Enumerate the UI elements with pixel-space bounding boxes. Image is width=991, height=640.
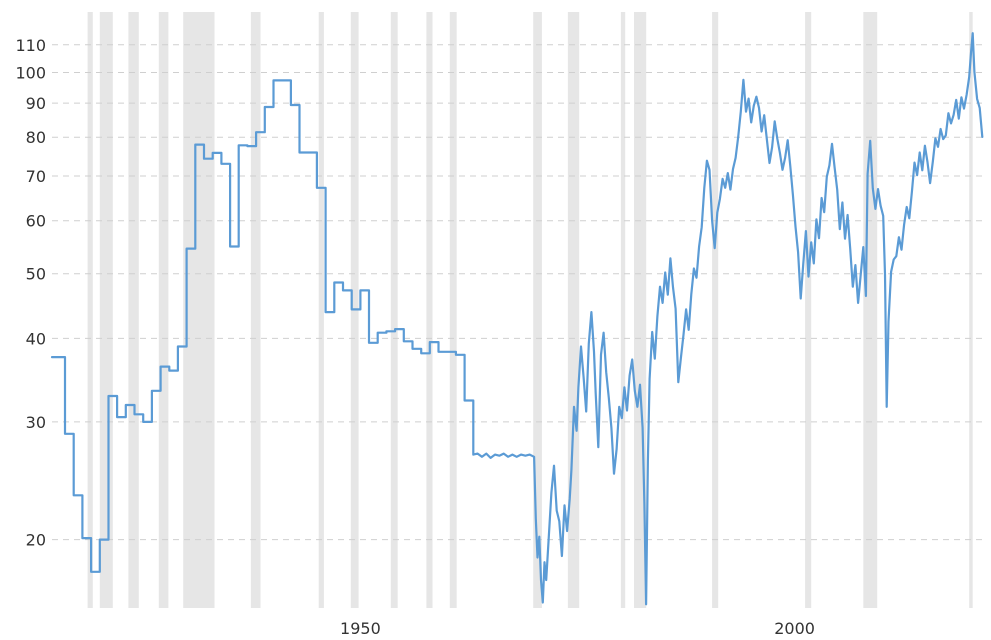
shaded-period-band	[426, 12, 433, 608]
horizontal-gridlines	[52, 44, 984, 541]
shaded-period-band	[250, 12, 261, 608]
series-line	[50, 32, 984, 606]
shaded-period-band	[87, 12, 93, 608]
y-tick-label: 40	[26, 329, 46, 348]
shaded-period-band	[158, 12, 169, 608]
shaded-period-band	[620, 12, 626, 608]
shaded-period-band	[567, 12, 580, 608]
shaded-period-band	[863, 12, 878, 608]
shaded-period-band	[183, 12, 215, 608]
y-axis-tick-labels: 20 30 40 50 60 70 80 90 100 110	[15, 36, 46, 550]
y-tick-label: 20	[26, 531, 46, 550]
shaded-period-band	[128, 12, 139, 608]
x-tick-label: 2000	[774, 619, 815, 638]
shaded-period-band	[390, 12, 398, 608]
y-tick-label: 90	[26, 94, 46, 113]
y-tick-label: 70	[26, 167, 46, 186]
x-axis-tick-labels: 1950 2000	[340, 619, 815, 638]
y-tick-label: 110	[15, 36, 46, 55]
y-tick-label: 60	[26, 212, 46, 231]
shaded-period-band	[533, 12, 542, 608]
data-series	[50, 32, 984, 606]
y-tick-label: 80	[26, 128, 46, 147]
shaded-period-band	[449, 12, 457, 608]
recession-bands	[87, 12, 973, 608]
y-tick-label: 50	[26, 265, 46, 284]
shaded-period-band	[318, 12, 324, 608]
y-tick-label: 100	[15, 64, 46, 83]
x-tick-label: 1950	[340, 619, 381, 638]
shaded-period-band	[99, 12, 113, 608]
shaded-period-band	[712, 12, 719, 608]
shaded-period-band	[969, 12, 973, 608]
y-tick-label: 30	[26, 413, 46, 432]
shaded-period-band	[805, 12, 812, 608]
